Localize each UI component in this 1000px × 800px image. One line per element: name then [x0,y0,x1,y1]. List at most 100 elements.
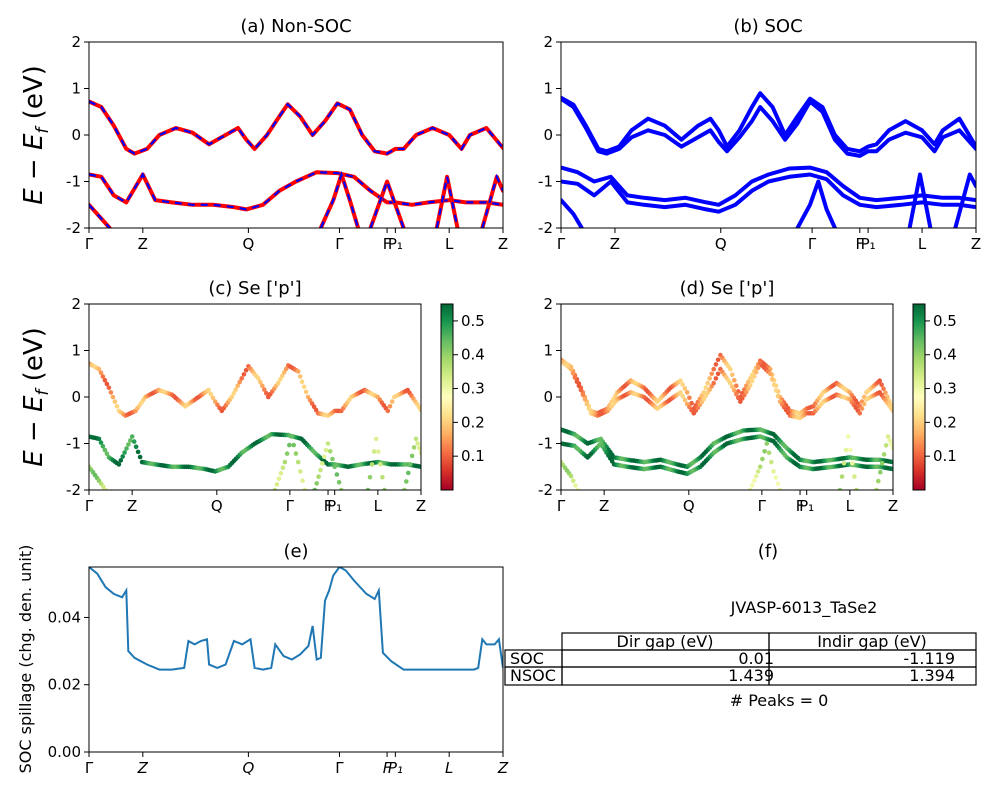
band-point [889,442,893,447]
table-header-indir: Indir gap (eV) [817,632,927,651]
spillage-x-tick-label: L [445,759,453,777]
band-point [293,451,299,456]
band-point [208,391,213,397]
band-point [709,371,714,377]
band-line [89,99,503,156]
colorbar-tick-label: 0.2 [933,413,957,431]
band-point [260,383,265,389]
k-point-label: Q [715,235,727,253]
band-point [305,394,311,400]
band-point [133,444,139,450]
band-point [404,479,409,484]
y-tick-label: 2 [543,295,553,313]
band-point [580,392,586,398]
band-point [279,373,285,379]
band-point [114,404,120,409]
band-point [574,379,580,385]
band-point [755,365,761,371]
band-point [689,400,694,406]
band-point [212,399,218,404]
band-line [561,165,976,207]
k-point-label: P₁ [799,497,814,515]
colorbar-tick-label: 0.4 [461,346,485,364]
band-point [289,434,294,439]
band-point [229,394,235,400]
band-point [104,451,110,457]
band-point [280,465,286,471]
band-point [861,401,867,407]
band-point [885,394,890,400]
band-point [848,447,853,453]
band-point [839,474,845,479]
band-point [890,466,893,472]
band-point [371,449,377,454]
band-point [771,382,777,388]
y-tick-label: 1 [543,80,553,98]
band-point [701,390,707,395]
band-point [885,434,891,439]
band-point [418,407,421,413]
spillage-x-tick-label: Γ [85,759,94,777]
band-point [854,487,859,490]
band-point [755,469,761,474]
band-point [753,473,759,479]
band-point [582,397,588,402]
colorbar-tick-label: 0.4 [933,346,957,364]
band-point [879,382,884,388]
band-point [96,436,102,442]
axes-frame [88,303,422,491]
band-point [276,476,282,482]
k-point-label: Γ [557,497,566,515]
band-point [843,447,849,453]
band-point [713,376,719,381]
band-point [316,474,321,480]
band-point [104,381,110,387]
band-point [751,478,757,484]
band-point [841,461,847,466]
band-point [126,442,131,447]
band-line [953,172,976,228]
band-point [890,445,893,451]
spillage-x-tick-label: F [383,759,392,777]
table-row-nsoc-dir: 1.439 [728,666,774,685]
band-point [762,449,767,454]
band-point [417,445,421,451]
k-point-label: P₁ [327,497,342,515]
k-point-label: L [846,497,855,515]
band-point [859,406,865,411]
spillage-curve-group [89,567,503,671]
band-point [287,442,292,448]
band-point [418,464,421,470]
panel-a-title: (a) Non-SOC [240,16,351,37]
k-point-label: Z [127,497,137,515]
panel-a: (a) Non-SOC -2 -1 0 1 2 Γ Z Q Γ FP₁ L Z E − Ef (eV) [19,16,508,253]
band-point [233,387,238,392]
band-point [751,374,757,379]
y-tick-label: -1 [538,173,553,191]
panel-b-title: (b) SOC [733,16,802,37]
band-point [328,449,333,454]
band-point [277,377,283,382]
band-point [769,459,774,465]
colorbar-tick-label: 0.5 [933,312,957,330]
band-point [767,371,773,377]
band-point [734,383,739,389]
band-point [415,441,421,446]
band-point [301,384,307,390]
band-point [313,407,319,413]
band-point [297,374,303,379]
band-point [749,378,755,384]
band-point [210,395,216,401]
band-point [775,481,781,487]
band-point [106,385,112,391]
band-line [795,179,837,228]
band-point [103,487,108,490]
y-tick-label: 0 [543,126,553,144]
band-point [339,487,344,490]
band-point [732,388,737,393]
spillage-x-tick-label: Q [242,759,254,777]
band-point [857,411,863,416]
band-point [365,487,371,490]
band-point [281,370,287,375]
